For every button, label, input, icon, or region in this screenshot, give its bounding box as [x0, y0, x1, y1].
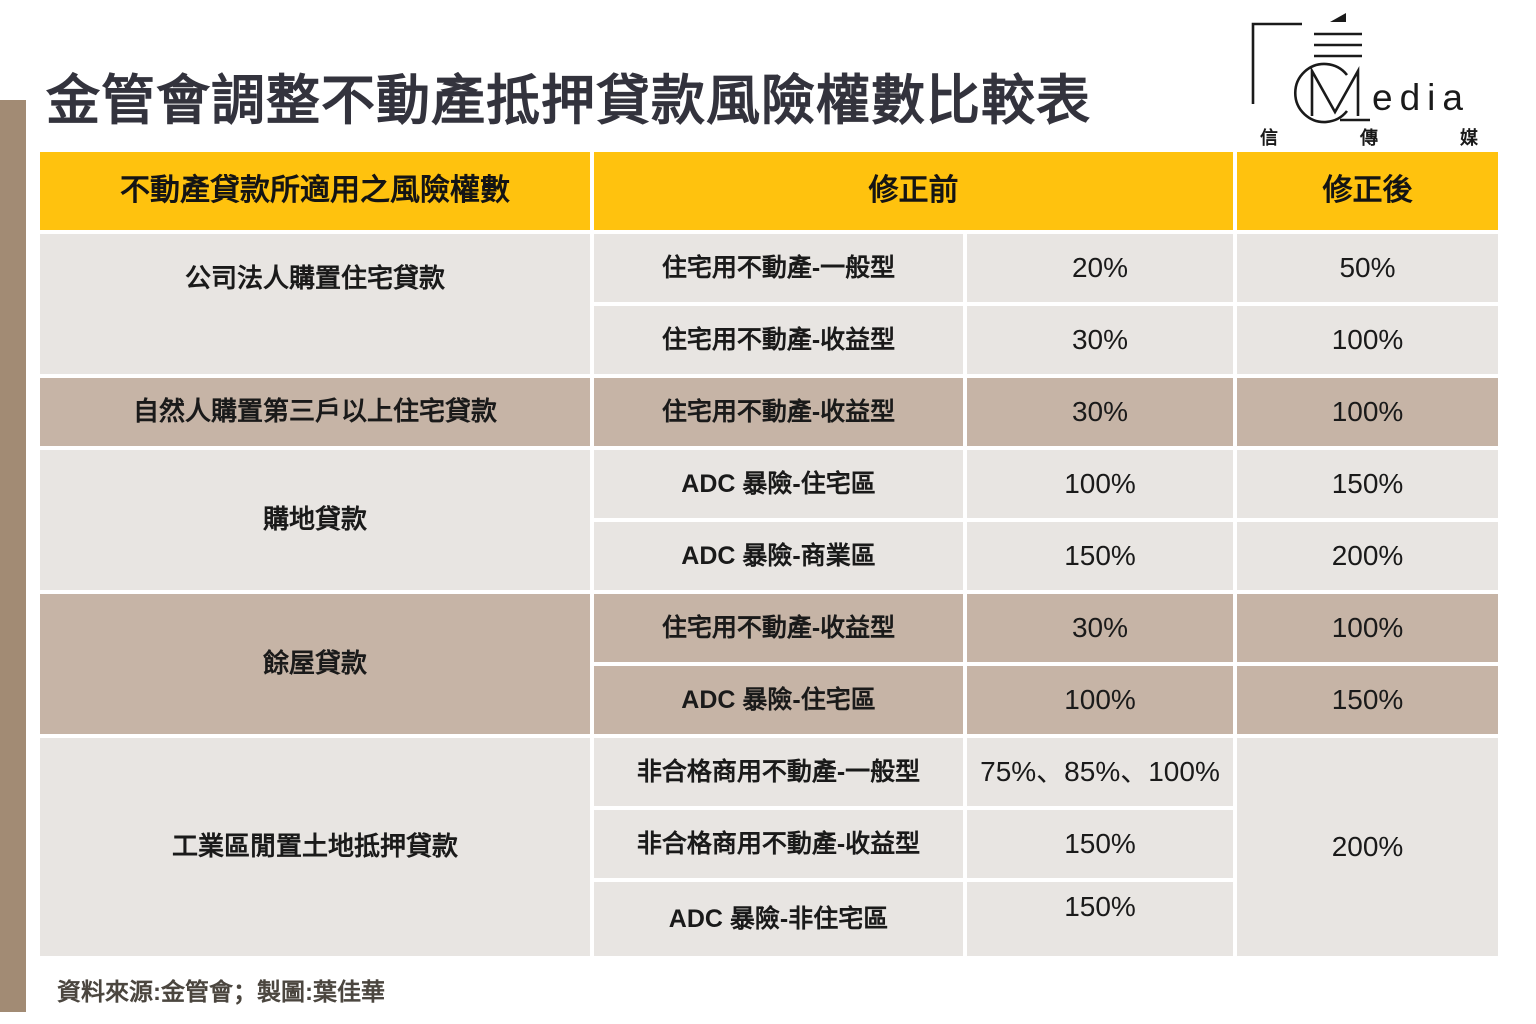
- header-after: 修正後: [1237, 152, 1498, 230]
- left-accent-stripe: [0, 100, 26, 1012]
- before-value-cell: 150%: [967, 882, 1233, 956]
- after-value-cell: 100%: [1237, 306, 1498, 374]
- logo-subtext: 信傳媒: [1260, 127, 1479, 148]
- type-cell: ADC 暴險-商業區: [594, 522, 963, 590]
- type-cell: ADC 暴險-住宅區: [594, 666, 963, 734]
- before-value-cell: 30%: [967, 594, 1233, 662]
- before-value-cell: 30%: [967, 378, 1233, 446]
- type-cell: 住宅用不動產-收益型: [594, 378, 963, 446]
- risk-weight-table: 不動產貸款所適用之風險權數 修正前 修正後 公司法人購置住宅貸款 住宅用不動產-…: [40, 152, 1498, 956]
- after-value-cell: 150%: [1237, 450, 1498, 518]
- category-individual-third-home-loan: 自然人購置第三戶以上住宅貸款: [40, 378, 590, 446]
- cmedia-logo: edia 信傳媒: [1230, 2, 1506, 154]
- logo-c-shape: [1293, 62, 1349, 124]
- logo-bracket-shape: [1251, 22, 1302, 104]
- cmedia-logo-icon: edia 信傳媒: [1251, 13, 1479, 148]
- type-cell: ADC 暴險-非住宅區: [594, 882, 963, 956]
- before-value-cell: 150%: [967, 810, 1233, 878]
- type-cell: ADC 暴險-住宅區: [594, 450, 963, 518]
- page-title: 金管會調整不動產抵押貸款風險權數比較表: [46, 71, 1091, 131]
- header-before: 修正前: [594, 152, 1233, 230]
- after-value-cell: 100%: [1237, 378, 1498, 446]
- type-cell: 非合格商用不動產-一般型: [594, 738, 963, 806]
- after-value-cell: 100%: [1237, 594, 1498, 662]
- type-cell: 住宅用不動產-收益型: [594, 594, 963, 662]
- source-note: 資料來源:金管會；製圖:葉佳華: [57, 979, 385, 1006]
- type-cell: 住宅用不動產-收益型: [594, 306, 963, 374]
- header-risk-weight-column: 不動產貸款所適用之風險權數: [40, 152, 590, 230]
- before-value-cell: 30%: [967, 306, 1233, 374]
- after-value-cell: 200%: [1237, 522, 1498, 590]
- before-value-cell: 100%: [967, 450, 1233, 518]
- category-corporate-housing-loan: 公司法人購置住宅貸款: [40, 234, 590, 374]
- type-cell: 住宅用不動產-一般型: [594, 234, 963, 302]
- after-value-cell: 150%: [1237, 666, 1498, 734]
- before-value-cell: 75%、85%、100%: [967, 738, 1233, 806]
- logo-flag-shape: [1330, 13, 1346, 22]
- after-value-cell: 50%: [1237, 234, 1498, 302]
- category-industrial-idle-land-loan: 工業區閒置土地抵押貸款: [40, 738, 590, 956]
- after-value-merged-cell: 200%: [1237, 738, 1498, 956]
- category-unsold-housing-loan: 餘屋貸款: [40, 594, 590, 734]
- before-value-cell: 150%: [967, 522, 1233, 590]
- logo-word: edia: [1372, 77, 1470, 118]
- before-value-cell: 100%: [967, 666, 1233, 734]
- logo-m-shape: [1310, 66, 1360, 116]
- category-land-purchase-loan: 購地貸款: [40, 450, 590, 590]
- type-cell: 非合格商用不動產-收益型: [594, 810, 963, 878]
- before-value-cell: 20%: [967, 234, 1233, 302]
